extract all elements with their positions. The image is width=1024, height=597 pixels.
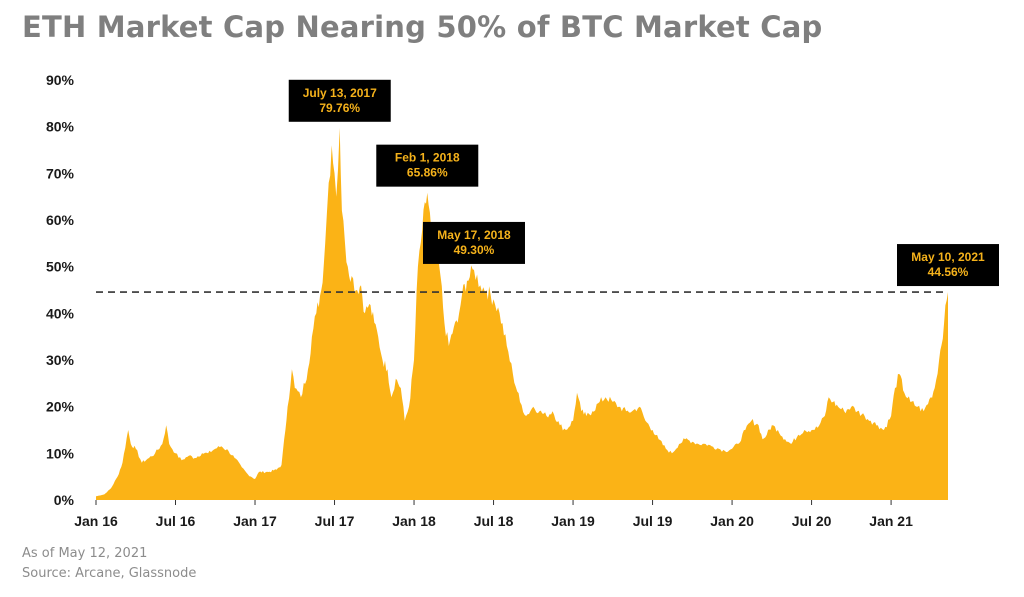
annotation-value: 65.86% [407, 166, 448, 180]
annotation-value: 79.76% [319, 101, 360, 115]
annotation-value: 49.30% [454, 243, 495, 257]
y-tick-label: 50% [46, 259, 75, 275]
x-tick-label: Jan 17 [233, 513, 277, 529]
y-tick-label: 40% [46, 305, 75, 321]
annotation-date: Feb 1, 2018 [395, 151, 460, 165]
y-axis: 0% 10% 20% 30% 40% 50% 60% 70% 80% 90% [46, 72, 75, 508]
annotation-date: July 13, 2017 [303, 86, 377, 100]
annotation-date: May 10, 2021 [911, 250, 985, 264]
x-tick-label: Jul 19 [633, 513, 673, 529]
y-tick-label: 0% [54, 492, 75, 508]
y-tick-label: 80% [46, 119, 75, 135]
footnote-date: As of May 12, 2021 [22, 546, 148, 561]
x-axis: Jan 16 Jul 16 Jan 17 Jul 17 Jan 18 Jul 18 Jan … [74, 500, 913, 529]
y-tick-label: 70% [46, 165, 75, 181]
chart-title: ETH Market Cap Nearing 50% of BTC Market… [22, 10, 823, 44]
annotation-box [376, 144, 479, 187]
x-tick-label: Jul 16 [156, 513, 196, 529]
annotation-date: May 17, 2018 [437, 228, 511, 242]
annotation-value: 44.56% [928, 265, 969, 279]
x-tick-label: Jan 19 [551, 513, 595, 529]
y-tick-label: 20% [46, 399, 75, 415]
x-tick-label: Jul 17 [315, 513, 355, 529]
y-tick-label: 90% [46, 72, 75, 88]
x-tick-label: Jul 20 [792, 513, 832, 529]
x-tick-label: Jan 18 [392, 513, 436, 529]
y-tick-label: 10% [46, 445, 75, 461]
x-tick-label: Jan 16 [74, 513, 118, 529]
x-tick-label: Jan 21 [869, 513, 913, 529]
y-tick-label: 30% [46, 352, 75, 368]
footnote-source: Source: Arcane, Glassnode [22, 566, 197, 581]
y-tick-label: 60% [46, 212, 75, 228]
area-series [96, 127, 948, 501]
annotation-box [422, 221, 525, 264]
x-tick-label: Jan 20 [710, 513, 754, 529]
annotation-box [897, 244, 999, 287]
x-tick-label: Jul 18 [474, 513, 514, 529]
annotation-box [288, 79, 391, 122]
